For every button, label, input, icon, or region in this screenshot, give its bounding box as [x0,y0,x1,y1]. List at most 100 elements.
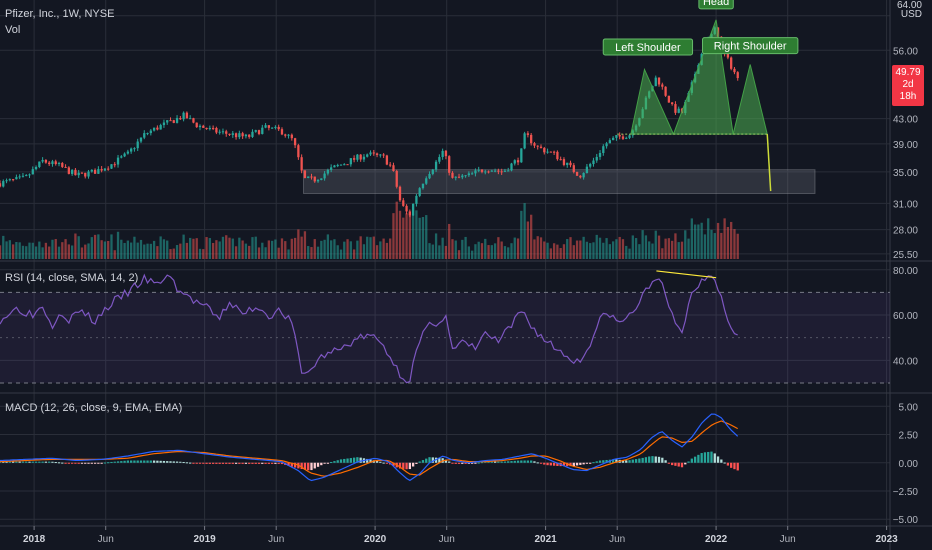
volume-bar [618,236,621,259]
head-shape [672,19,734,135]
volume-bar [139,239,143,259]
candle-body [372,152,375,154]
volume-bar [402,217,405,259]
macd-histogram-bar [736,462,739,471]
macd-histogram-bar [641,457,644,463]
macd-histogram-bar [520,460,523,463]
candle-body [405,205,408,212]
macd-histogram-bar [159,460,162,463]
candle-body [346,164,349,166]
volume-bar [510,243,513,259]
candle-body [169,120,172,122]
macd-histogram-bar [661,457,664,463]
candle-body [336,165,339,167]
volume-bar [323,239,326,259]
candle-body [418,188,421,196]
volume-bar [408,213,411,259]
macd-histogram-bar [402,462,405,469]
volume-bar [215,240,218,259]
candle-body [133,148,136,150]
candle-body [671,102,674,105]
macd-histogram-bar [733,462,736,470]
candle-body [556,151,559,160]
macd-histogram-bar [569,462,572,467]
macd-histogram-bar [638,458,641,463]
volume-bar [146,243,149,259]
rsi-divergence-line [656,270,717,279]
volume-bar [287,249,290,259]
candle-body [628,135,631,138]
volume-bar [641,230,644,259]
macd-histogram-bar [15,461,18,463]
volume-bar [330,240,333,259]
volume-bar [634,238,638,259]
candle-body [18,176,21,178]
volume-bar [546,242,549,259]
macd-histogram-bar [51,461,54,463]
macd-tick-label: 2.50 [899,431,919,442]
macd-histogram-bar [123,460,126,463]
macd-histogram-bar [110,461,113,463]
volume-bar [84,244,87,259]
macd-histogram-bar [185,462,189,464]
volume-bar [149,243,152,259]
volume-bar [257,247,261,259]
macd-histogram-bar [716,456,720,463]
candle-body [602,146,605,153]
volume-bar [638,244,641,259]
candle-body [264,125,267,128]
volume-bar [11,244,15,259]
volume-bar [44,242,48,259]
rsi-tick-label: 40.00 [893,356,918,367]
macd-histogram-bar [523,460,526,463]
macd-histogram-bar [490,461,493,463]
label-right-shoulder-text: Right Shoulder [714,41,787,53]
time-tick-label: Jun [439,534,455,545]
volume-bar [64,239,67,259]
candle-body [44,159,48,163]
macd-histogram-bar [595,461,598,463]
volume-bar [605,238,608,259]
candle-body [261,127,264,134]
macd-histogram-bar [70,462,74,464]
candle-body [330,167,333,170]
volume-bar [267,240,271,259]
volume-bar [530,214,533,259]
volume-bar [372,236,375,259]
volume-bar [733,229,736,259]
macd-histogram-bar [195,462,198,464]
volume-bar [471,250,474,259]
volume-bar [284,241,287,259]
volume-bar [448,223,451,259]
volume-bar [225,235,228,259]
volume-bar [418,217,421,259]
macd-histogram-bar [175,461,179,463]
candle-body [339,164,343,166]
candle-body [408,211,411,216]
candle-body [520,148,523,163]
macd-histogram-bar [84,462,87,464]
candle-body [320,178,323,180]
candle-body [411,203,415,216]
macd-histogram-bar [280,462,284,465]
grid-lines [0,0,890,526]
candle-body [369,152,372,155]
time-tick-label: 2019 [193,534,216,545]
candle-body [572,165,575,172]
rsi-line [0,273,738,384]
candle-body [244,134,248,137]
macd-histogram-bar [77,462,80,464]
macd-histogram-bar [146,460,149,463]
volume-bar [300,236,303,259]
candle-body [70,169,74,174]
time-tick-label: Jun [780,534,796,545]
macd-histogram-bar [261,462,264,464]
volume-bar [359,236,362,259]
macd-histogram-bar [310,462,313,471]
volume-bar [251,237,254,259]
candle-body [510,163,513,171]
candle-body [120,156,123,158]
candle-body [569,162,572,166]
volume-bar [369,237,372,259]
